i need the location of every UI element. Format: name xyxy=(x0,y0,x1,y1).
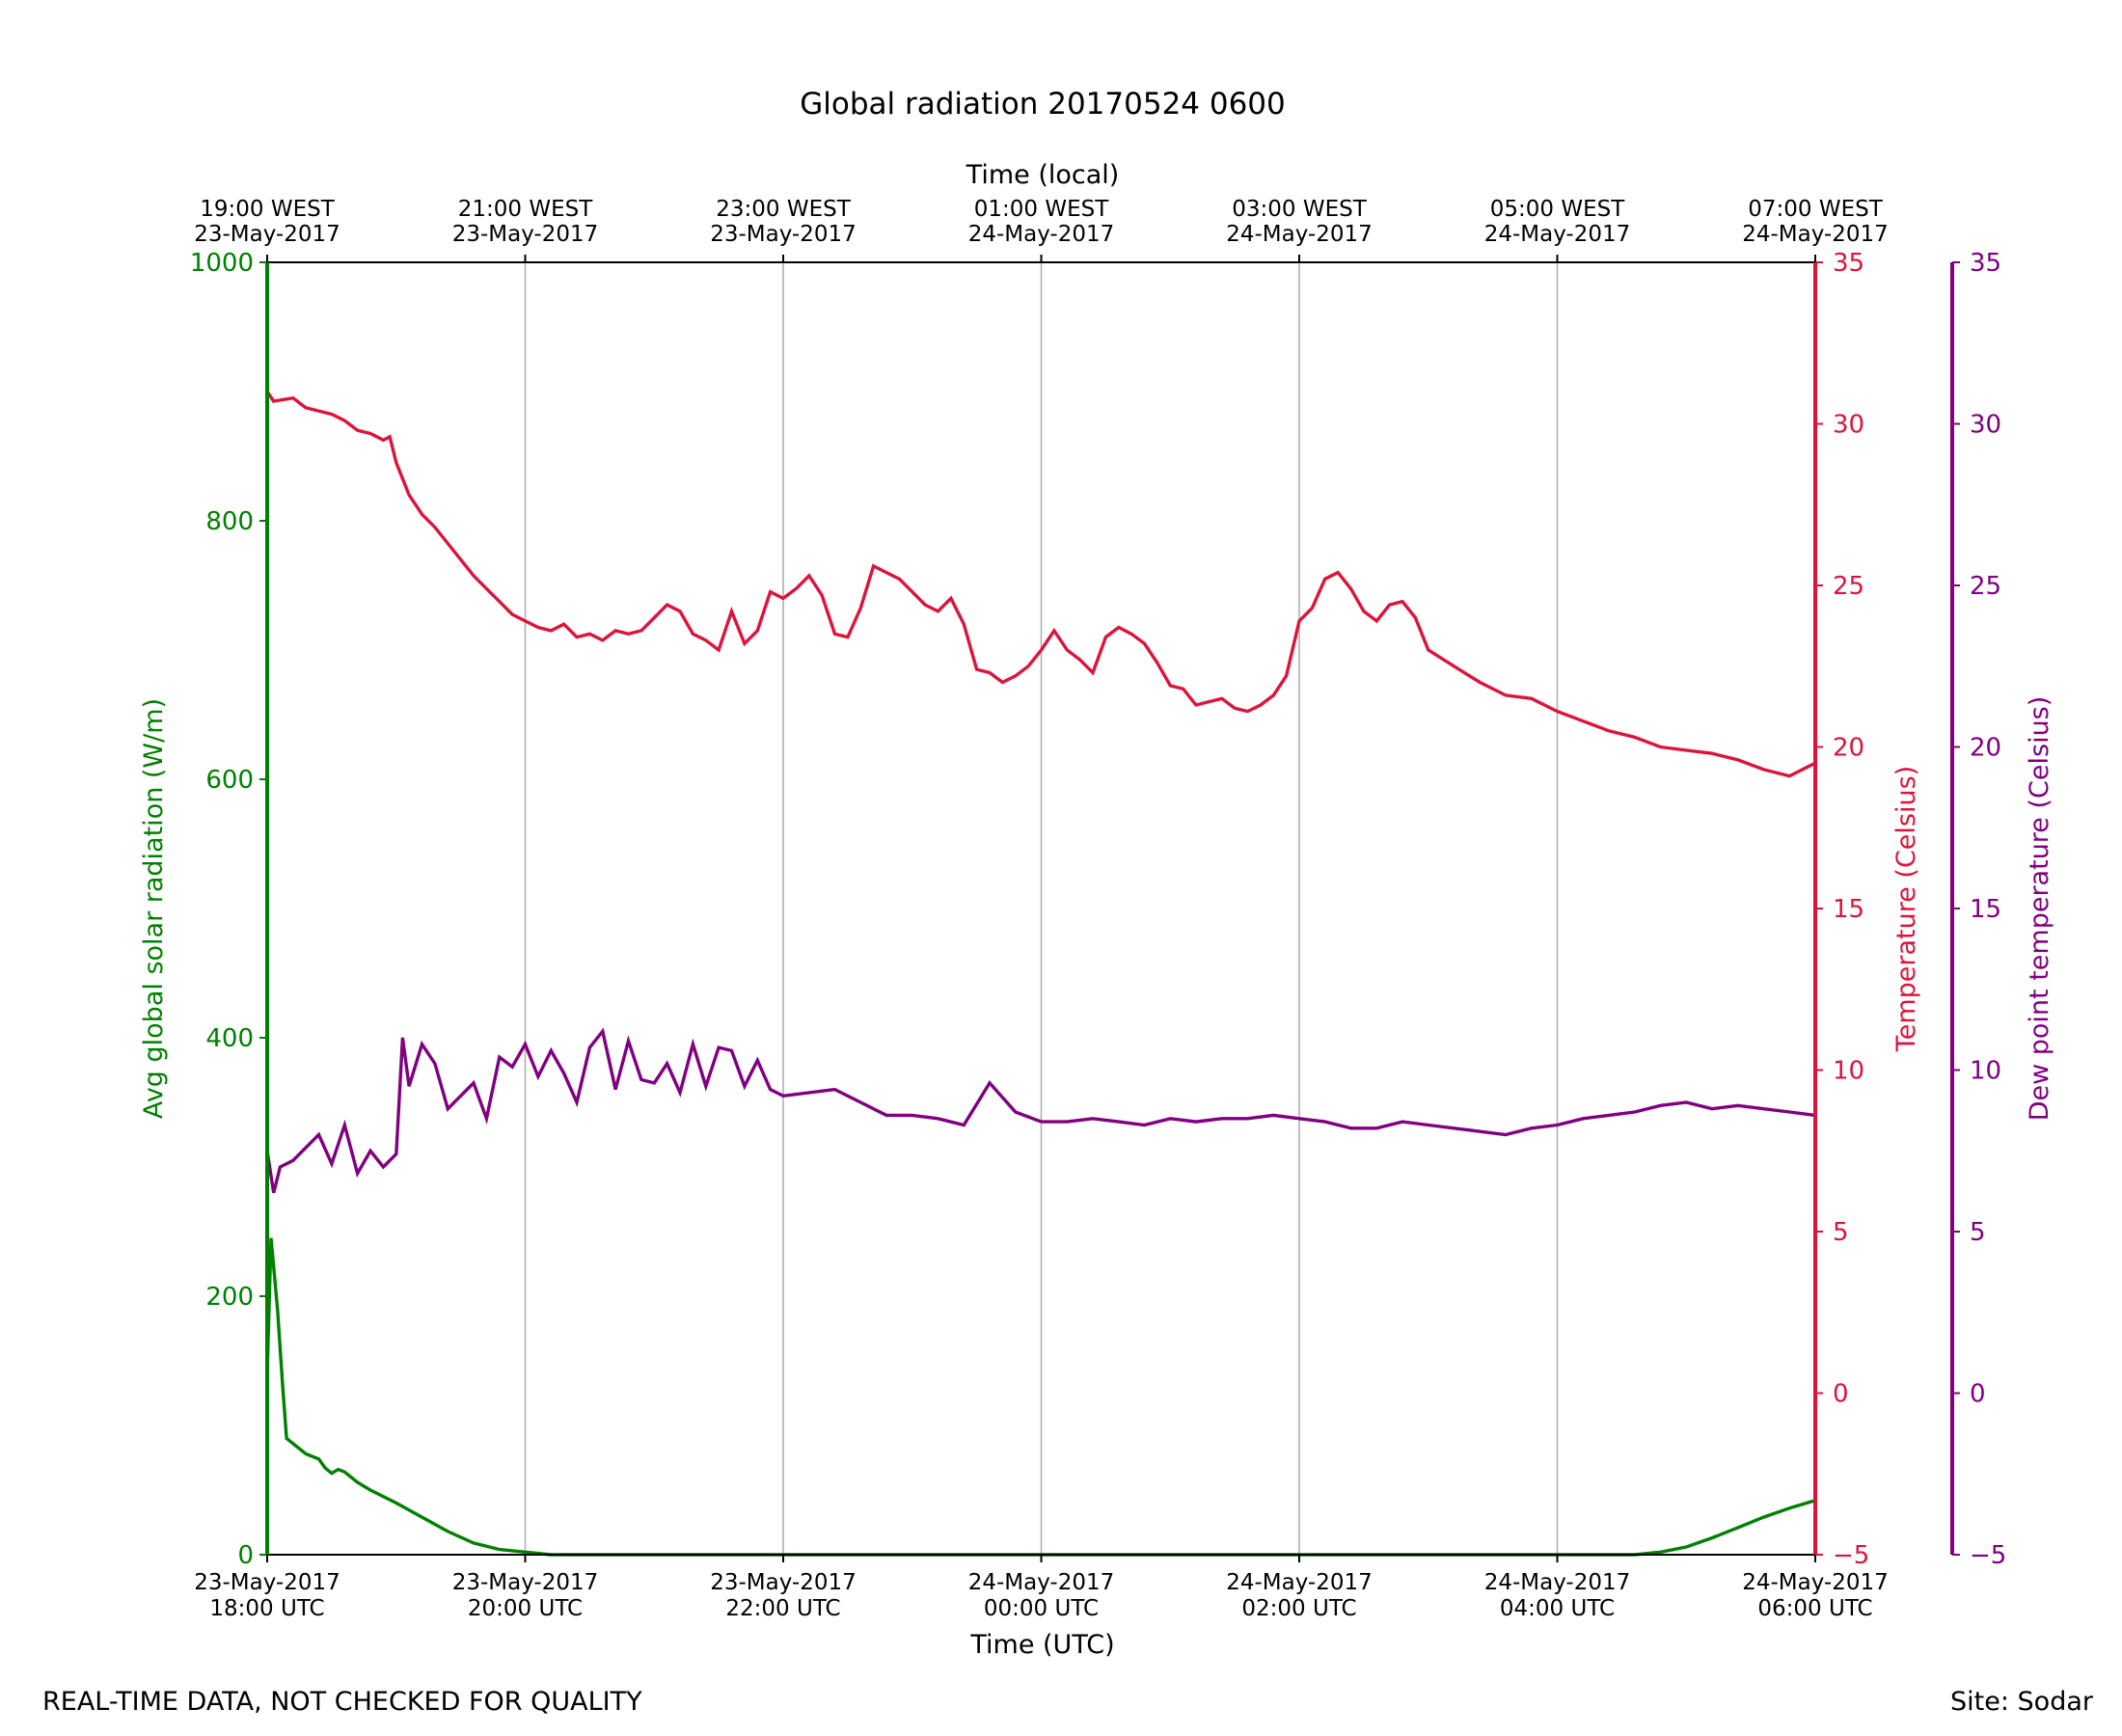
quality-note: REAL-TIME DATA, NOT CHECKED FOR QUALITY xyxy=(42,1687,642,1717)
axes: 0 200 400 600 800 1000 −5 0 5 10 15 20 25 30 35 −5 0 5 10 1… xyxy=(190,197,2007,1621)
y-axis-label-left: Avg global solar radiation (W/m) xyxy=(139,698,169,1119)
tick-label-left-200: 200 xyxy=(205,1283,254,1312)
tick-label-dew-5: 5 xyxy=(1970,1218,1986,1247)
chart-title: Global radiation 20170524 0600 xyxy=(800,87,1286,122)
series-line-temperature xyxy=(265,391,1816,778)
tick-label-utc-date-1: 23-May-2017 xyxy=(452,1570,599,1595)
tick-label-utc-time-2: 22:00 UTC xyxy=(725,1596,840,1621)
tick-label-utc-date-3: 24-May-2017 xyxy=(968,1570,1115,1595)
tick-label-temp-10: 10 xyxy=(1833,1057,1864,1086)
x-axis-label-local: Time (local) xyxy=(966,160,1120,190)
tick-label-utc-date-4: 24-May-2017 xyxy=(1226,1570,1373,1595)
tick-label-utc-time-1: 20:00 UTC xyxy=(468,1596,583,1621)
y-axis-label-temperature: Temperature (Celsius) xyxy=(1891,766,1921,1052)
tick-label-left-0: 0 xyxy=(237,1541,254,1570)
tick-label-local-date-3: 24-May-2017 xyxy=(968,222,1115,247)
tick-label-dew-0: 0 xyxy=(1970,1380,1986,1409)
tick-label-local-date-5: 24-May-2017 xyxy=(1484,222,1631,247)
tick-label-temp-5: 5 xyxy=(1833,1218,1849,1247)
tick-label-temp-15: 15 xyxy=(1833,895,1864,924)
tick-label-dew-35: 35 xyxy=(1970,249,2001,278)
site-label: Site: Sodar xyxy=(1950,1687,2094,1717)
tick-label-local-date-0: 23-May-2017 xyxy=(194,222,340,247)
tick-label-dew-15: 15 xyxy=(1970,895,2001,924)
tick-label-left-600: 600 xyxy=(205,766,254,795)
tick-label-temp-25: 25 xyxy=(1833,572,1864,601)
tick-label-local-date-1: 23-May-2017 xyxy=(452,222,599,247)
tick-label-utc-date-0: 23-May-2017 xyxy=(194,1570,340,1595)
tick-label-temp--5: −5 xyxy=(1833,1541,1869,1570)
tick-label-local-time-2: 23:00 WEST xyxy=(716,197,851,222)
tick-label-left-1000: 1000 xyxy=(190,249,254,278)
tick-label-local-date-6: 24-May-2017 xyxy=(1742,222,1889,247)
tick-label-utc-date-5: 24-May-2017 xyxy=(1484,1570,1631,1595)
tick-label-dew--5: −5 xyxy=(1970,1541,2006,1570)
tick-label-temp-0: 0 xyxy=(1833,1380,1849,1409)
tick-label-local-date-2: 23-May-2017 xyxy=(710,222,857,247)
tick-label-utc-time-4: 02:00 UTC xyxy=(1241,1596,1356,1621)
tick-label-local-time-1: 21:00 WEST xyxy=(458,197,593,222)
tick-label-temp-35: 35 xyxy=(1833,249,1864,278)
gridlines xyxy=(524,262,1559,1555)
tick-label-left-800: 800 xyxy=(205,507,254,536)
y-axis-label-dew-point: Dew point temperature (Celsius) xyxy=(2025,696,2054,1122)
tick-label-dew-30: 30 xyxy=(1970,411,2001,440)
tick-label-dew-20: 20 xyxy=(1970,734,2001,763)
tick-label-utc-date-2: 23-May-2017 xyxy=(710,1570,857,1595)
tick-label-local-time-3: 01:00 WEST xyxy=(974,197,1109,222)
tick-label-utc-time-6: 06:00 UTC xyxy=(1757,1596,1872,1621)
tick-label-utc-date-6: 24-May-2017 xyxy=(1742,1570,1889,1595)
series-line-dew-point xyxy=(265,1027,1816,1194)
tick-label-utc-time-5: 04:00 UTC xyxy=(1500,1596,1615,1621)
tick-label-local-time-5: 05:00 WEST xyxy=(1490,197,1625,222)
tick-label-dew-10: 10 xyxy=(1970,1057,2001,1086)
tick-label-left-400: 400 xyxy=(205,1024,254,1053)
series-layer xyxy=(265,391,1816,1557)
x-axis-label-utc: Time (UTC) xyxy=(969,1630,1114,1660)
tick-label-utc-time-3: 00:00 UTC xyxy=(984,1596,1099,1621)
tick-label-temp-20: 20 xyxy=(1833,734,1864,763)
tick-label-local-date-4: 24-May-2017 xyxy=(1226,222,1373,247)
series-line-global-radiation xyxy=(265,1237,1816,1557)
tick-label-utc-time-0: 18:00 UTC xyxy=(209,1596,324,1621)
tick-label-local-time-0: 19:00 WEST xyxy=(200,197,335,222)
tick-label-local-time-4: 03:00 WEST xyxy=(1232,197,1367,222)
tick-label-temp-30: 30 xyxy=(1833,411,1864,440)
tick-label-local-time-6: 07:00 WEST xyxy=(1748,197,1883,222)
tick-label-dew-25: 25 xyxy=(1970,572,2001,601)
